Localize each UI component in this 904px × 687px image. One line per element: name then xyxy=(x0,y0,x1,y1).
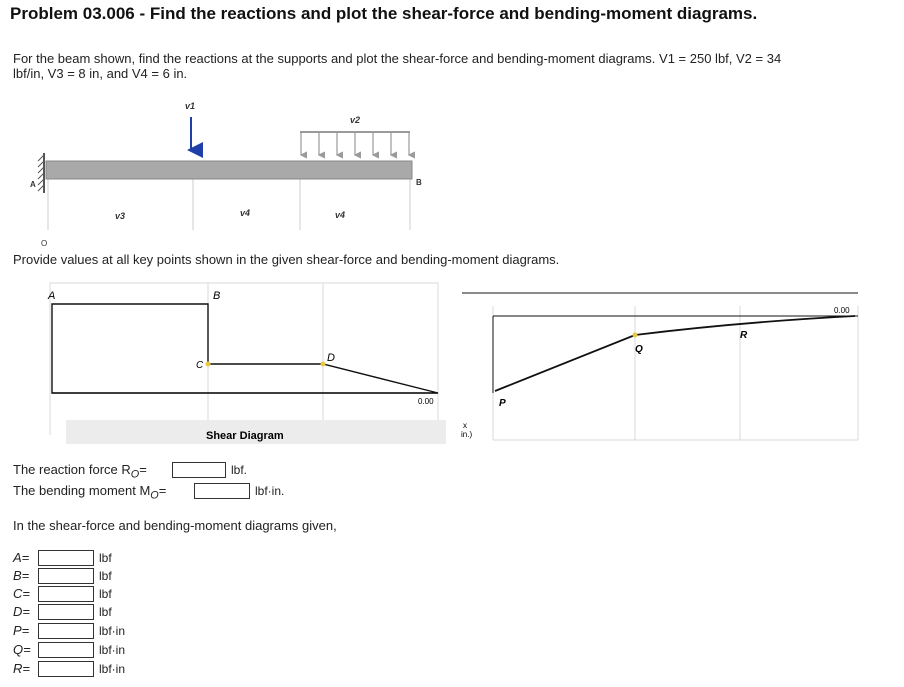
answer-label-c: C= xyxy=(13,586,30,601)
moment-x-unit: in.) xyxy=(461,430,472,439)
label-a: A xyxy=(30,180,36,189)
diagram-intro-text: In the shear-force and bending-moment di… xyxy=(13,518,337,533)
bending-moment-input[interactable] xyxy=(194,483,250,499)
moment-label-q: Q xyxy=(635,344,643,355)
answer-label-a: A= xyxy=(13,550,30,565)
label-v3: v3 xyxy=(115,211,125,221)
answer-unit-q: lbf·in xyxy=(99,643,126,657)
answer-label-r: R= xyxy=(13,661,30,676)
wall-hatch xyxy=(37,154,45,192)
shear-curve xyxy=(51,303,439,394)
moment-curve xyxy=(494,315,856,392)
shear-zero-label: 0.00 xyxy=(418,397,434,406)
answer-input-b[interactable] xyxy=(38,568,94,584)
answer-input-q[interactable] xyxy=(38,642,94,658)
beam xyxy=(45,160,413,180)
moment-point-q xyxy=(632,332,638,338)
answer-label-d: D= xyxy=(13,604,30,619)
shear-label-a: A xyxy=(47,290,55,302)
label-o: O xyxy=(41,239,47,248)
answer-label-p: P= xyxy=(13,623,30,638)
answer-input-a[interactable] xyxy=(38,550,94,566)
label-v1: v1 xyxy=(185,101,195,111)
problem-statement-line2: lbf/in, V3 = 8 in, and V4 = 6 in. xyxy=(13,66,188,81)
moment-zero-label: 0.00 xyxy=(834,306,850,315)
shear-grid xyxy=(49,282,439,435)
instruction-text: Provide values at all key points shown i… xyxy=(13,252,560,267)
shear-caption: Shear Diagram xyxy=(206,430,284,442)
shear-label-d: D xyxy=(327,352,335,364)
answer-unit-p: lbf·in xyxy=(99,624,126,638)
moment-x-label: x xyxy=(463,421,467,430)
answer-label-b: B= xyxy=(13,568,30,583)
answer-unit-a: lbf xyxy=(99,551,112,565)
distributed-load-arrows xyxy=(299,133,415,159)
bending-moment-unit: lbf·in. xyxy=(255,484,285,498)
reaction-force-input[interactable] xyxy=(172,462,226,478)
answer-unit-d: lbf xyxy=(99,605,112,619)
distributed-load-top xyxy=(300,131,410,133)
reaction-force-label: The reaction force RO= xyxy=(13,462,147,481)
beam-figure: v1 v2 A B v3 v4 v4 O xyxy=(30,101,422,248)
answer-input-c[interactable] xyxy=(38,586,94,602)
shear-point-c xyxy=(205,361,211,367)
label-v4-first: v4 xyxy=(240,208,250,218)
label-b: B xyxy=(416,178,422,187)
shear-diagram: A B C D 0.00 Shear Diagram xyxy=(47,282,446,444)
page-title: Problem 03.006 - Find the reactions and … xyxy=(10,4,758,23)
label-v4-second: v4 xyxy=(335,210,345,220)
moment-grid xyxy=(492,306,859,441)
answer-input-r[interactable] xyxy=(38,661,94,677)
answer-unit-b: lbf xyxy=(99,569,112,583)
shear-point-d xyxy=(320,361,326,367)
problem-statement-line1: For the beam shown, find the reactions a… xyxy=(13,51,782,66)
reaction-force-unit: lbf. xyxy=(231,463,248,477)
shear-caption-bar xyxy=(66,420,446,444)
moment-label-p: P xyxy=(499,398,506,409)
answer-unit-c: lbf xyxy=(99,587,112,601)
answer-unit-r: lbf·in xyxy=(99,662,126,676)
answer-input-p[interactable] xyxy=(38,623,94,639)
shear-label-c: C xyxy=(196,360,204,371)
answer-input-d[interactable] xyxy=(38,604,94,620)
bending-moment-label: The bending moment MO= xyxy=(13,483,167,502)
label-v2: v2 xyxy=(350,115,360,125)
problem-statement: For the beam shown, find the reactions a… xyxy=(13,51,893,81)
moment-label-r: R xyxy=(740,330,748,341)
moment-diagram: P Q R 0.00 x in.) xyxy=(461,292,859,441)
answer-label-q: Q= xyxy=(13,642,31,657)
shear-label-b: B xyxy=(213,290,220,302)
